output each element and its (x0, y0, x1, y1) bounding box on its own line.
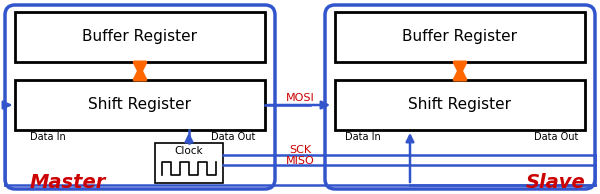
Text: Data In: Data In (30, 132, 66, 142)
Text: Clock: Clock (175, 146, 203, 156)
Text: Shift Register: Shift Register (89, 98, 191, 113)
Text: Data Out: Data Out (211, 132, 255, 142)
Text: Buffer Register: Buffer Register (403, 29, 517, 44)
Bar (335, 80, 585, 130)
Text: Slave: Slave (525, 172, 585, 191)
Text: SCK: SCK (289, 145, 311, 155)
Text: Data In: Data In (345, 132, 381, 142)
FancyBboxPatch shape (325, 5, 595, 189)
FancyBboxPatch shape (5, 5, 275, 189)
Bar (15, 12, 265, 62)
Text: Master: Master (30, 172, 106, 191)
Text: MISO: MISO (286, 156, 314, 166)
Text: MOSI: MOSI (286, 93, 314, 103)
Bar (335, 12, 585, 62)
Bar (15, 80, 265, 130)
Text: Buffer Register: Buffer Register (83, 29, 197, 44)
Text: Shift Register: Shift Register (409, 98, 511, 113)
Text: Data Out: Data Out (533, 132, 578, 142)
Bar (155, 143, 223, 183)
